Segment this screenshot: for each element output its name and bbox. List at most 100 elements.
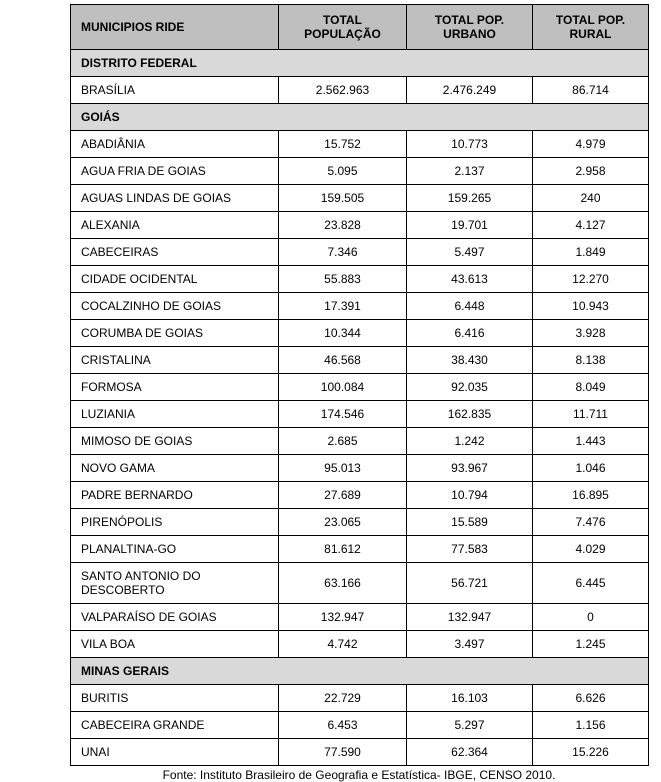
cell-urbano: 159.265 [407,185,533,212]
cell-total: 132.947 [279,604,407,631]
cell-municipio: LUZIANIA [71,401,279,428]
cell-total: 95.013 [279,455,407,482]
section-title: GOIÁS [71,104,649,131]
cell-rural: 1.245 [533,631,649,658]
table-row: SANTO ANTONIO DO DESCOBERTO63.16656.7216… [71,563,649,604]
cell-total: 7.346 [279,239,407,266]
cell-total: 63.166 [279,563,407,604]
cell-municipio: UNAI [71,739,279,766]
cell-total: 6.453 [279,712,407,739]
cell-urbano: 162.835 [407,401,533,428]
cell-urbano: 6.448 [407,293,533,320]
cell-municipio: SANTO ANTONIO DO DESCOBERTO [71,563,279,604]
cell-rural: 15.226 [533,739,649,766]
cell-rural: 1.046 [533,455,649,482]
cell-rural: 1.849 [533,239,649,266]
cell-municipio: CRISTALINA [71,347,279,374]
table-row: FORMOSA100.08492.0358.049 [71,374,649,401]
section-title: DISTRITO FEDERAL [71,50,649,77]
table-row: PIRENÓPOLIS23.06515.5897.476 [71,509,649,536]
cell-total: 23.828 [279,212,407,239]
cell-urbano: 15.589 [407,509,533,536]
cell-municipio: CABECEIRAS [71,239,279,266]
table-row: CABECEIRAS7.3465.4971.849 [71,239,649,266]
table-row: CABECEIRA GRANDE6.4535.2971.156 [71,712,649,739]
cell-municipio: MIMOSO DE GOIAS [71,428,279,455]
col-header-total: TOTAL POPULAÇÃO [279,5,407,50]
cell-urbano: 2.137 [407,158,533,185]
cell-rural: 4.029 [533,536,649,563]
cell-total: 159.505 [279,185,407,212]
table-row: COCALZINHO DE GOIAS17.3916.44810.943 [71,293,649,320]
cell-total: 100.084 [279,374,407,401]
table-row: BRASÍLIA2.562.9632.476.24986.714 [71,77,649,104]
cell-rural: 4.979 [533,131,649,158]
cell-urbano: 132.947 [407,604,533,631]
cell-urbano: 77.583 [407,536,533,563]
cell-urbano: 2.476.249 [407,77,533,104]
section-title: MINAS GERAIS [71,658,649,685]
section-header: GOIÁS [71,104,649,131]
cell-total: 4.742 [279,631,407,658]
cell-rural: 240 [533,185,649,212]
cell-municipio: AGUA FRIA DE GOIAS [71,158,279,185]
cell-total: 17.391 [279,293,407,320]
cell-urbano: 10.773 [407,131,533,158]
section-header: DISTRITO FEDERAL [71,50,649,77]
cell-urbano: 10.794 [407,482,533,509]
cell-rural: 6.445 [533,563,649,604]
cell-rural: 1.156 [533,712,649,739]
table-row: LUZIANIA174.546162.83511.711 [71,401,649,428]
cell-total: 77.590 [279,739,407,766]
cell-urbano: 62.364 [407,739,533,766]
table-body: DISTRITO FEDERALBRASÍLIA2.562.9632.476.2… [71,50,649,766]
cell-urbano: 3.497 [407,631,533,658]
cell-rural: 6.626 [533,685,649,712]
cell-urbano: 5.297 [407,712,533,739]
cell-municipio: ABADIÂNIA [71,131,279,158]
cell-total: 2.562.963 [279,77,407,104]
col-header-municipios: MUNICIPIOS RIDE [71,5,279,50]
table-row: ALEXANIA23.82819.7014.127 [71,212,649,239]
cell-total: 55.883 [279,266,407,293]
table-footnote: Fonte: Instituto Brasileiro de Geografia… [70,766,648,782]
table-row: PADRE BERNARDO27.68910.79416.895 [71,482,649,509]
cell-rural: 4.127 [533,212,649,239]
cell-municipio: CIDADE OCIDENTAL [71,266,279,293]
cell-municipio: BURITIS [71,685,279,712]
cell-rural: 7.476 [533,509,649,536]
table-row: CORUMBA DE GOIAS10.3446.4163.928 [71,320,649,347]
cell-municipio: PIRENÓPOLIS [71,509,279,536]
cell-municipio: CORUMBA DE GOIAS [71,320,279,347]
table-row: PLANALTINA-GO81.61277.5834.029 [71,536,649,563]
table-row: CIDADE OCIDENTAL55.88343.61312.270 [71,266,649,293]
table-row: ABADIÂNIA15.75210.7734.979 [71,131,649,158]
cell-rural: 3.928 [533,320,649,347]
cell-municipio: VALPARAÍSO DE GOIAS [71,604,279,631]
table-row: VILA BOA4.7423.4971.245 [71,631,649,658]
table-header: MUNICIPIOS RIDE TOTAL POPULAÇÃO TOTAL PO… [71,5,649,50]
cell-municipio: BRASÍLIA [71,77,279,104]
col-header-urbano: TOTAL POP. URBANO [407,5,533,50]
cell-rural: 0 [533,604,649,631]
cell-urbano: 56.721 [407,563,533,604]
cell-municipio: CABECEIRA GRANDE [71,712,279,739]
table-row: CRISTALINA46.56838.4308.138 [71,347,649,374]
cell-rural: 8.049 [533,374,649,401]
table-row: BURITIS22.72916.1036.626 [71,685,649,712]
cell-rural: 12.270 [533,266,649,293]
cell-total: 27.689 [279,482,407,509]
cell-total: 2.685 [279,428,407,455]
cell-rural: 11.711 [533,401,649,428]
cell-total: 22.729 [279,685,407,712]
table-row: UNAI77.59062.36415.226 [71,739,649,766]
cell-rural: 1.443 [533,428,649,455]
cell-municipio: PADRE BERNARDO [71,482,279,509]
cell-rural: 8.138 [533,347,649,374]
table-row: NOVO GAMA95.01393.9671.046 [71,455,649,482]
table-row: VALPARAÍSO DE GOIAS132.947132.9470 [71,604,649,631]
cell-rural: 10.943 [533,293,649,320]
cell-total: 23.065 [279,509,407,536]
cell-rural: 86.714 [533,77,649,104]
cell-urbano: 43.613 [407,266,533,293]
